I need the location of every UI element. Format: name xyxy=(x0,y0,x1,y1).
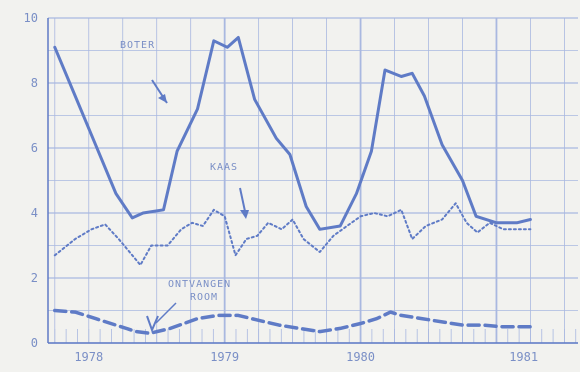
x-year-label: 1978 xyxy=(74,350,103,364)
label-ontvangen: ONTVANGEN xyxy=(168,279,231,290)
series-group xyxy=(53,36,533,336)
y-axis-ticks: 0 2 4 6 8 10 xyxy=(24,11,38,350)
y-tick-label: 2 xyxy=(31,271,38,285)
series-line-boter xyxy=(53,36,532,231)
y-tick-label: 8 xyxy=(31,76,38,90)
chart-grid xyxy=(47,17,578,344)
room-pointer-v-icon xyxy=(146,315,159,333)
label-boter: BOTER xyxy=(120,40,155,51)
label-room: ROOM xyxy=(190,292,218,303)
x-year-label: 1981 xyxy=(509,350,538,364)
x-axis-year-labels: 1978 1979 1980 1981 xyxy=(74,350,538,364)
y-tick-label: 6 xyxy=(31,141,38,155)
kaas-arrow-head-icon xyxy=(240,210,249,219)
x-year-label: 1980 xyxy=(346,350,375,364)
room-pointer-line xyxy=(155,302,177,324)
x-year-label: 1979 xyxy=(210,350,239,364)
label-kaas: KAAS xyxy=(210,162,238,173)
series-line-ontvangen-room xyxy=(53,308,533,336)
y-tick-label: 10 xyxy=(24,11,38,25)
y-tick-label: 0 xyxy=(31,336,38,350)
boter-arrow-head-icon xyxy=(158,94,167,103)
y-tick-label: 4 xyxy=(31,206,38,220)
series-line-kaas xyxy=(53,202,532,266)
